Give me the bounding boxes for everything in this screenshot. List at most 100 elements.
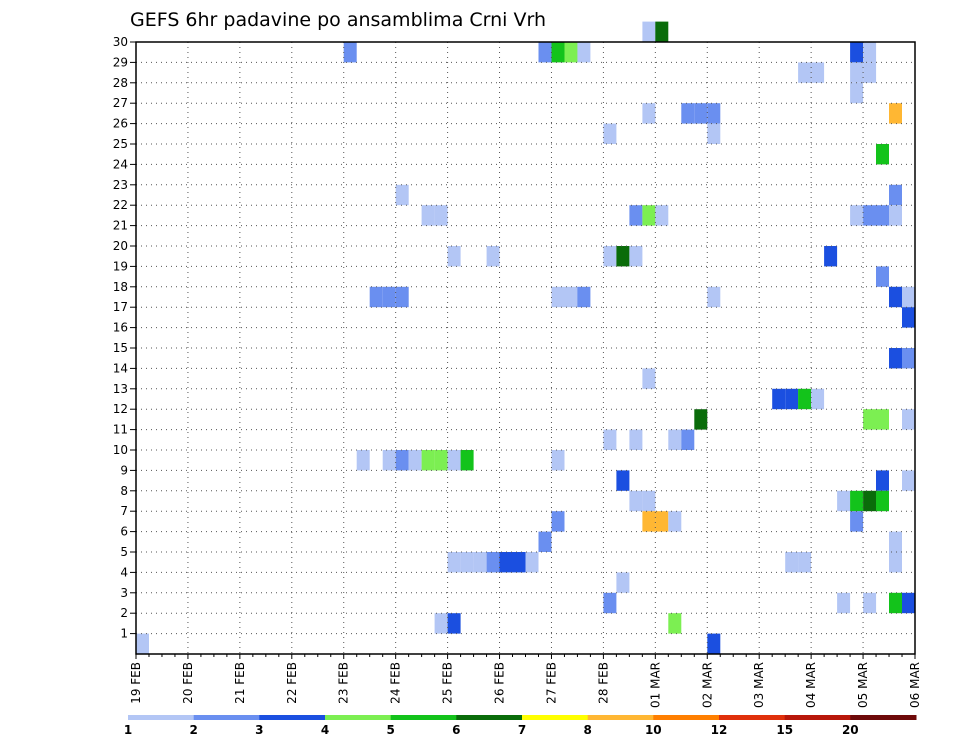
heatmap-cell (655, 205, 669, 226)
heatmap-cell (889, 205, 902, 226)
heatmap-cell (551, 450, 565, 471)
x-tick-label: 06 MAR (908, 662, 922, 708)
x-tick-label: 05 MAR (856, 662, 870, 708)
heatmap-cell (876, 266, 889, 287)
colorbar-label: 12 (711, 723, 728, 737)
colorbar-swatch (128, 715, 195, 720)
heatmap-cell (863, 409, 877, 430)
x-tick-label: 19 FEB (129, 662, 143, 704)
heatmap-cell (876, 205, 889, 226)
x-tick-label: 04 MAR (804, 662, 818, 708)
heatmap-cell (551, 42, 565, 63)
heatmap-cell (902, 286, 915, 308)
chart-title: GEFS 6hr padavine po ansamblima Crni Vrh (130, 9, 546, 31)
heatmap-cell (577, 42, 591, 63)
y-tick-label: 25 (113, 137, 128, 151)
heatmap-cell (382, 450, 396, 471)
heatmap-cell (811, 388, 825, 410)
colorbar-label: 15 (776, 723, 793, 737)
heatmap-cell (408, 450, 422, 471)
y-tick-label: 10 (113, 443, 128, 457)
heatmap-cell (434, 450, 448, 471)
heatmap-cell (395, 450, 409, 471)
heatmap-cell (538, 42, 552, 63)
heatmap-cell (889, 531, 902, 552)
heatmap-cell (356, 450, 370, 471)
x-tick-label: 21 FEB (233, 662, 247, 704)
heatmap-cell (798, 388, 812, 410)
heatmap-cell (850, 42, 864, 63)
heatmap-cell (850, 511, 864, 532)
colorbar-label: 1 (124, 723, 132, 737)
heatmap-cell (850, 490, 864, 512)
heatmap-cell (889, 348, 902, 369)
heatmap-cell (837, 592, 851, 614)
heatmap-cell (902, 348, 915, 369)
heatmap-cell (629, 246, 643, 267)
y-tick-label: 29 (113, 55, 128, 69)
heatmap-cell (629, 429, 643, 450)
x-tick-label: 03 MAR (752, 662, 766, 708)
heatmap-cell (811, 62, 825, 83)
heatmap-cell (642, 205, 656, 226)
x-tick-label: 20 FEB (181, 662, 195, 704)
y-tick-label: 5 (120, 545, 128, 559)
heatmap-cell (525, 552, 539, 573)
heatmap-cell (551, 286, 565, 308)
colorbar-swatch (653, 715, 720, 720)
colorbar-label: 10 (645, 723, 662, 737)
heatmap-cell (785, 388, 799, 410)
y-tick-label: 1 (120, 627, 128, 641)
y-tick-label: 11 (113, 423, 128, 437)
y-tick-label: 20 (113, 239, 128, 253)
heatmap-cell (395, 286, 409, 308)
x-tick-label: 28 FEB (596, 662, 610, 704)
colorbar-swatch (259, 715, 326, 720)
heatmap-cell (902, 470, 915, 491)
heatmap-cell (136, 633, 149, 654)
colorbar-label: 2 (190, 723, 198, 737)
heatmap-cell (499, 552, 513, 573)
heatmap-cell (902, 307, 915, 328)
x-tick-label: 23 FEB (337, 662, 351, 704)
y-axis-ticks: 1234567891011121314151617181920212223242… (113, 35, 136, 641)
colorbar-label: 7 (518, 723, 526, 737)
y-tick-label: 30 (113, 35, 128, 49)
heatmap-cell (642, 21, 656, 42)
heatmap-cell (694, 103, 708, 124)
x-axis-ticks: 19 FEB 20 FEB 21 FEB 22 FEB 23 FEB 24 FEB 25 F… (129, 654, 922, 708)
heatmap-cell (850, 205, 864, 226)
heatmap-cell (889, 184, 902, 206)
colorbar-label: 6 (452, 723, 460, 737)
heatmap-cell (798, 552, 812, 573)
y-tick-label: 21 (113, 219, 128, 233)
heatmap-cell (876, 144, 889, 165)
x-tick-label: 27 FEB (545, 662, 559, 704)
heatmap-cell (863, 592, 877, 614)
heatmap-cell (473, 552, 487, 573)
colorbar-label: 4 (321, 723, 329, 737)
heatmap-cell (668, 511, 682, 532)
heatmap-cell (447, 246, 461, 267)
y-tick-label: 12 (113, 402, 128, 416)
y-tick-label: 19 (113, 259, 128, 273)
heatmap-cell (447, 613, 461, 634)
heatmap-cell (460, 450, 474, 471)
heatmap-cell (642, 103, 656, 124)
heatmap-cell (486, 552, 500, 573)
y-tick-label: 2 (120, 606, 128, 620)
heatmap-cell (863, 490, 877, 512)
y-tick-label: 14 (113, 361, 128, 375)
heatmap-cell (824, 246, 838, 267)
heatmap-cell (642, 490, 656, 512)
heatmap-cell (434, 613, 448, 634)
heatmap-cell (616, 246, 630, 267)
y-tick-label: 8 (120, 484, 128, 498)
heatmap-cell (629, 205, 643, 226)
heatmap-cell (707, 286, 721, 308)
heatmap-cell (616, 572, 630, 593)
heatmap-cell (577, 286, 591, 308)
y-tick-label: 28 (113, 76, 128, 90)
heatmap-cell (876, 470, 889, 491)
colorbar-swatch (456, 715, 523, 720)
